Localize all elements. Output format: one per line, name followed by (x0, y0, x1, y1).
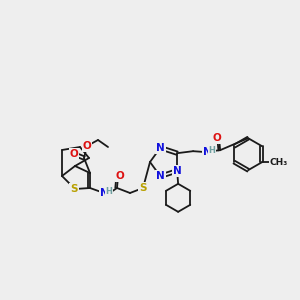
Text: S: S (139, 183, 147, 193)
Text: N: N (156, 143, 165, 153)
Text: S: S (70, 184, 78, 194)
Text: H: H (209, 146, 216, 155)
Text: O: O (70, 149, 78, 159)
Text: O: O (116, 171, 124, 181)
Text: N: N (173, 166, 182, 176)
Text: O: O (82, 141, 91, 151)
Text: H: H (106, 187, 112, 196)
Text: N: N (203, 147, 212, 157)
Text: N: N (100, 188, 108, 198)
Text: CH₃: CH₃ (270, 158, 288, 167)
Text: O: O (213, 133, 221, 143)
Text: N: N (156, 171, 165, 181)
